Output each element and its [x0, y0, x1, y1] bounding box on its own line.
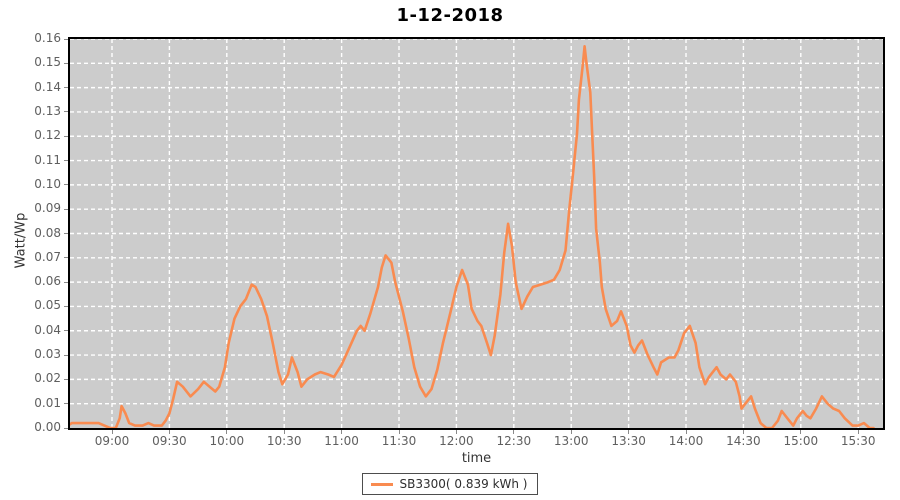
x-tick-label: 09:30: [152, 434, 187, 448]
x-tick-label: 11:30: [381, 434, 417, 448]
x-tick-label: 12:30: [496, 434, 532, 448]
x-tick-mark: [628, 430, 630, 434]
y-tick-label: 0.09: [34, 201, 61, 216]
x-tick-mark: [513, 430, 515, 434]
x-tick-label: 13:30: [611, 434, 646, 448]
x-tick-label: 11:00: [324, 434, 359, 448]
y-tick-label: 0.10: [34, 176, 61, 191]
legend-line-swatch: [370, 482, 393, 486]
y-tick-mark: [64, 403, 68, 405]
y-tick-mark: [64, 257, 68, 259]
y-tick-mark: [64, 38, 68, 40]
x-tick-mark: [455, 430, 457, 434]
y-tick-label: 0.08: [34, 225, 61, 240]
y-tick-mark: [64, 305, 68, 307]
y-tick-label: 0.00: [34, 420, 61, 434]
x-tick-mark: [570, 430, 572, 434]
chart-title: 1-12-2018: [396, 5, 504, 26]
y-tick-label: 0.04: [34, 322, 61, 337]
series-line: [68, 45, 875, 430]
x-tick-mark: [857, 430, 859, 434]
y-tick-mark: [64, 281, 68, 283]
x-tick-mark: [341, 430, 343, 434]
plot-border: [68, 37, 885, 430]
x-tick-mark: [111, 430, 113, 434]
y-tick-label: 0.03: [34, 347, 61, 362]
y-tick-mark: [64, 427, 68, 429]
x-tick-label: 09:00: [94, 434, 130, 448]
y-tick-label: 0.02: [34, 371, 61, 386]
y-tick-mark: [64, 87, 68, 89]
y-tick-mark: [64, 330, 68, 332]
x-tick-label: 15:30: [840, 434, 876, 448]
x-tick-mark: [685, 430, 687, 434]
y-tick-label: 0.05: [34, 298, 61, 313]
x-tick-mark: [742, 430, 744, 434]
y-tick-label: 0.14: [34, 79, 61, 94]
x-tick-label: 10:30: [266, 434, 302, 448]
x-tick-mark: [398, 430, 400, 434]
y-tick-mark: [64, 135, 68, 137]
y-tick-mark: [64, 62, 68, 64]
x-tick-mark: [226, 430, 228, 434]
legend: SB3300( 0.839 kWh ): [0, 473, 900, 495]
y-tick-mark: [64, 160, 68, 162]
y-tick-mark: [64, 208, 68, 210]
x-tick-label: 15:00: [783, 434, 819, 448]
y-tick-label: 0.06: [34, 274, 61, 289]
x-tick-mark: [168, 430, 170, 434]
y-tick-label: 0.16: [34, 31, 61, 45]
x-tick-label: 13:00: [553, 434, 589, 448]
legend-label: SB3300( 0.839 kWh ): [399, 477, 528, 491]
y-tick-mark: [64, 354, 68, 356]
y-tick-label: 0.15: [34, 55, 61, 70]
x-tick-label: 12:00: [439, 434, 474, 448]
y-tick-label: 0.13: [34, 103, 61, 118]
legend-box: SB3300( 0.839 kWh ): [361, 473, 539, 495]
y-tick-label: 0.12: [34, 128, 61, 143]
y-tick-label: 0.11: [34, 152, 61, 167]
x-tick-label: 14:30: [726, 434, 761, 448]
y-tick-mark: [64, 378, 68, 380]
y-tick-mark: [64, 233, 68, 234]
x-tick-mark: [800, 430, 802, 434]
x-tick-label: 14:00: [668, 434, 704, 448]
plot-area: [68, 37, 885, 430]
y-tick-mark: [64, 111, 68, 113]
y-tick-mark: [64, 184, 68, 186]
y-tick-label: 0.07: [34, 249, 61, 264]
y-tick-label: 0.01: [34, 395, 61, 410]
x-tick-label: 10:00: [209, 434, 245, 448]
x-axis-label: time: [461, 451, 492, 466]
x-tick-mark: [283, 430, 285, 434]
